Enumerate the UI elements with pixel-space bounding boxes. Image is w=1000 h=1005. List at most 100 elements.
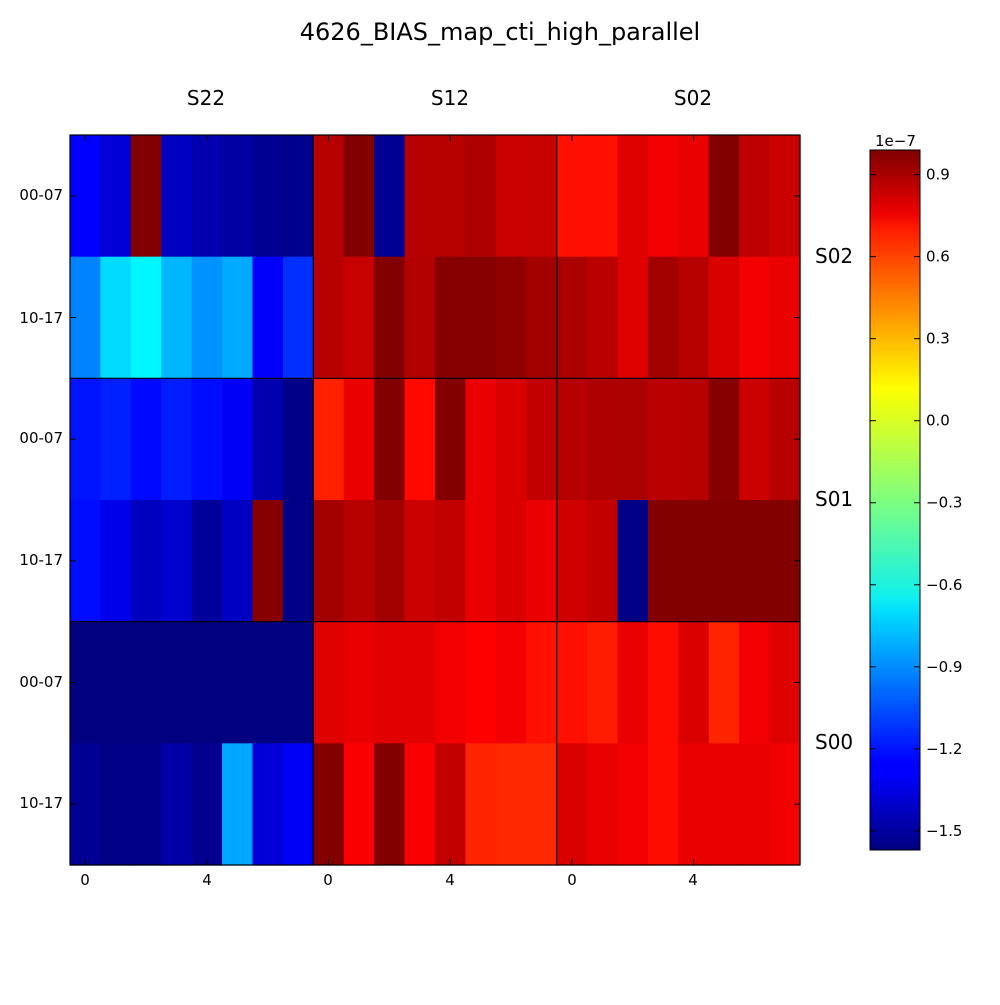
heatmap-cell [678,621,710,744]
heatmap-cell [465,378,497,501]
heatmap-cell [222,256,254,379]
heatmap-cell [130,500,162,623]
heatmap-cell [374,135,406,258]
heatmap-cell [495,256,527,379]
heatmap-cell [191,500,223,623]
heatmap-cell [708,378,740,501]
heatmap-cell [556,256,588,379]
row-tick-label: 00-07 [19,429,63,447]
heatmap-cell [222,378,254,501]
heatmap-cell [161,500,193,623]
heatmap-cell [374,256,406,379]
heatmap-cell [313,378,345,501]
colorbar-ticks: 0.9 0.6 0.3 0.0 −0.3 −0.6 −0.9 −1.2 −1.5 [870,166,962,840]
heatmap-cell [282,743,314,866]
row-tick-label: 00-07 [19,673,63,691]
heatmap-cell [404,743,436,866]
heatmap-cell [374,621,406,744]
heatmap-cell [526,378,558,501]
heatmap-cell [343,743,375,866]
heatmap-cell [739,621,771,744]
heatmap-cell [587,256,619,379]
heatmap-cell [191,135,223,258]
column-group-label-s22: S22 [187,86,225,110]
heatmap-cell [647,621,679,744]
heatmap-cell [252,135,284,258]
heatmap-cell [374,378,406,501]
heatmap-cell [526,621,558,744]
axis-ticks [70,135,800,865]
heatmap-cell [191,743,223,866]
x-tick-label: 0 [323,871,333,889]
heatmap-cell [343,378,375,501]
heatmap-cell [587,743,619,866]
heatmap-cell [617,378,649,501]
heatmap-cell [435,256,467,379]
heatmap-cell [739,378,771,501]
heatmap-cell [100,500,132,623]
heatmap-cell [739,500,771,623]
heatmap-cell [404,378,436,501]
heatmap-cell [495,743,527,866]
heatmap-cell [739,743,771,866]
heatmap-cell [100,621,132,744]
heatmap-cell [708,256,740,379]
heatmap-cell [130,135,162,258]
row-group-label-s02: S02 [815,244,853,268]
heatmap-cell [252,378,284,501]
heatmap-cell [587,135,619,258]
heatmap-cell [161,743,193,866]
heatmap-cell [282,256,314,379]
column-group-label-s12: S12 [431,86,469,110]
heatmap-cell [678,743,710,866]
heatmap-cell [435,621,467,744]
heatmap-cell [435,135,467,258]
heatmap-cell [313,256,345,379]
heatmap-cell [252,621,284,744]
heatmap-cell [313,621,345,744]
heatmap-cell [647,743,679,866]
heatmap-cell [617,500,649,623]
heatmap-cell [617,743,649,866]
heatmap-cell [556,135,588,258]
chart-title: 4626_BIAS_map_cti_high_parallel [300,18,700,46]
heatmap-cell [708,621,740,744]
heatmap-cell [313,135,345,258]
row-tick-label: 10-17 [19,794,63,812]
heatmap-cell [465,500,497,623]
heatmap-cell [343,256,375,379]
heatmap-cell [222,621,254,744]
heatmap-cell [100,743,132,866]
heatmap-cell [343,621,375,744]
heatmap-cell [282,621,314,744]
heatmap-cell [647,135,679,258]
x-tick-label: 0 [80,871,90,889]
heatmap-cells [70,135,801,866]
heatmap-cell [252,743,284,866]
heatmap-cell [678,500,710,623]
row-tick-label: 10-17 [19,309,63,327]
plot-frame [69,134,801,866]
colorbar-tick-label: 0.3 [926,330,950,348]
heatmap-cell [191,621,223,744]
heatmap-cell [161,621,193,744]
colorbar-tick-label: −0.6 [926,576,962,594]
heatmap-cell [465,621,497,744]
column-group-label-s02: S02 [674,86,712,110]
heatmap-cell [739,256,771,379]
colorbar-tick-label: −1.2 [926,740,962,758]
heatmap-cell [556,743,588,866]
heatmap-cell [282,378,314,501]
heatmap-cell [435,500,467,623]
heatmap-cell [222,743,254,866]
heatmap-cell [130,378,162,501]
heatmap-cell [252,256,284,379]
heatmap-cell [465,256,497,379]
heatmap-cell [587,500,619,623]
heatmap-cell [343,500,375,623]
colorbar-exponent-label: 1e−7 [875,132,916,150]
heatmap-cell [313,500,345,623]
heatmap-cell [617,135,649,258]
heatmap-cell [435,743,467,866]
